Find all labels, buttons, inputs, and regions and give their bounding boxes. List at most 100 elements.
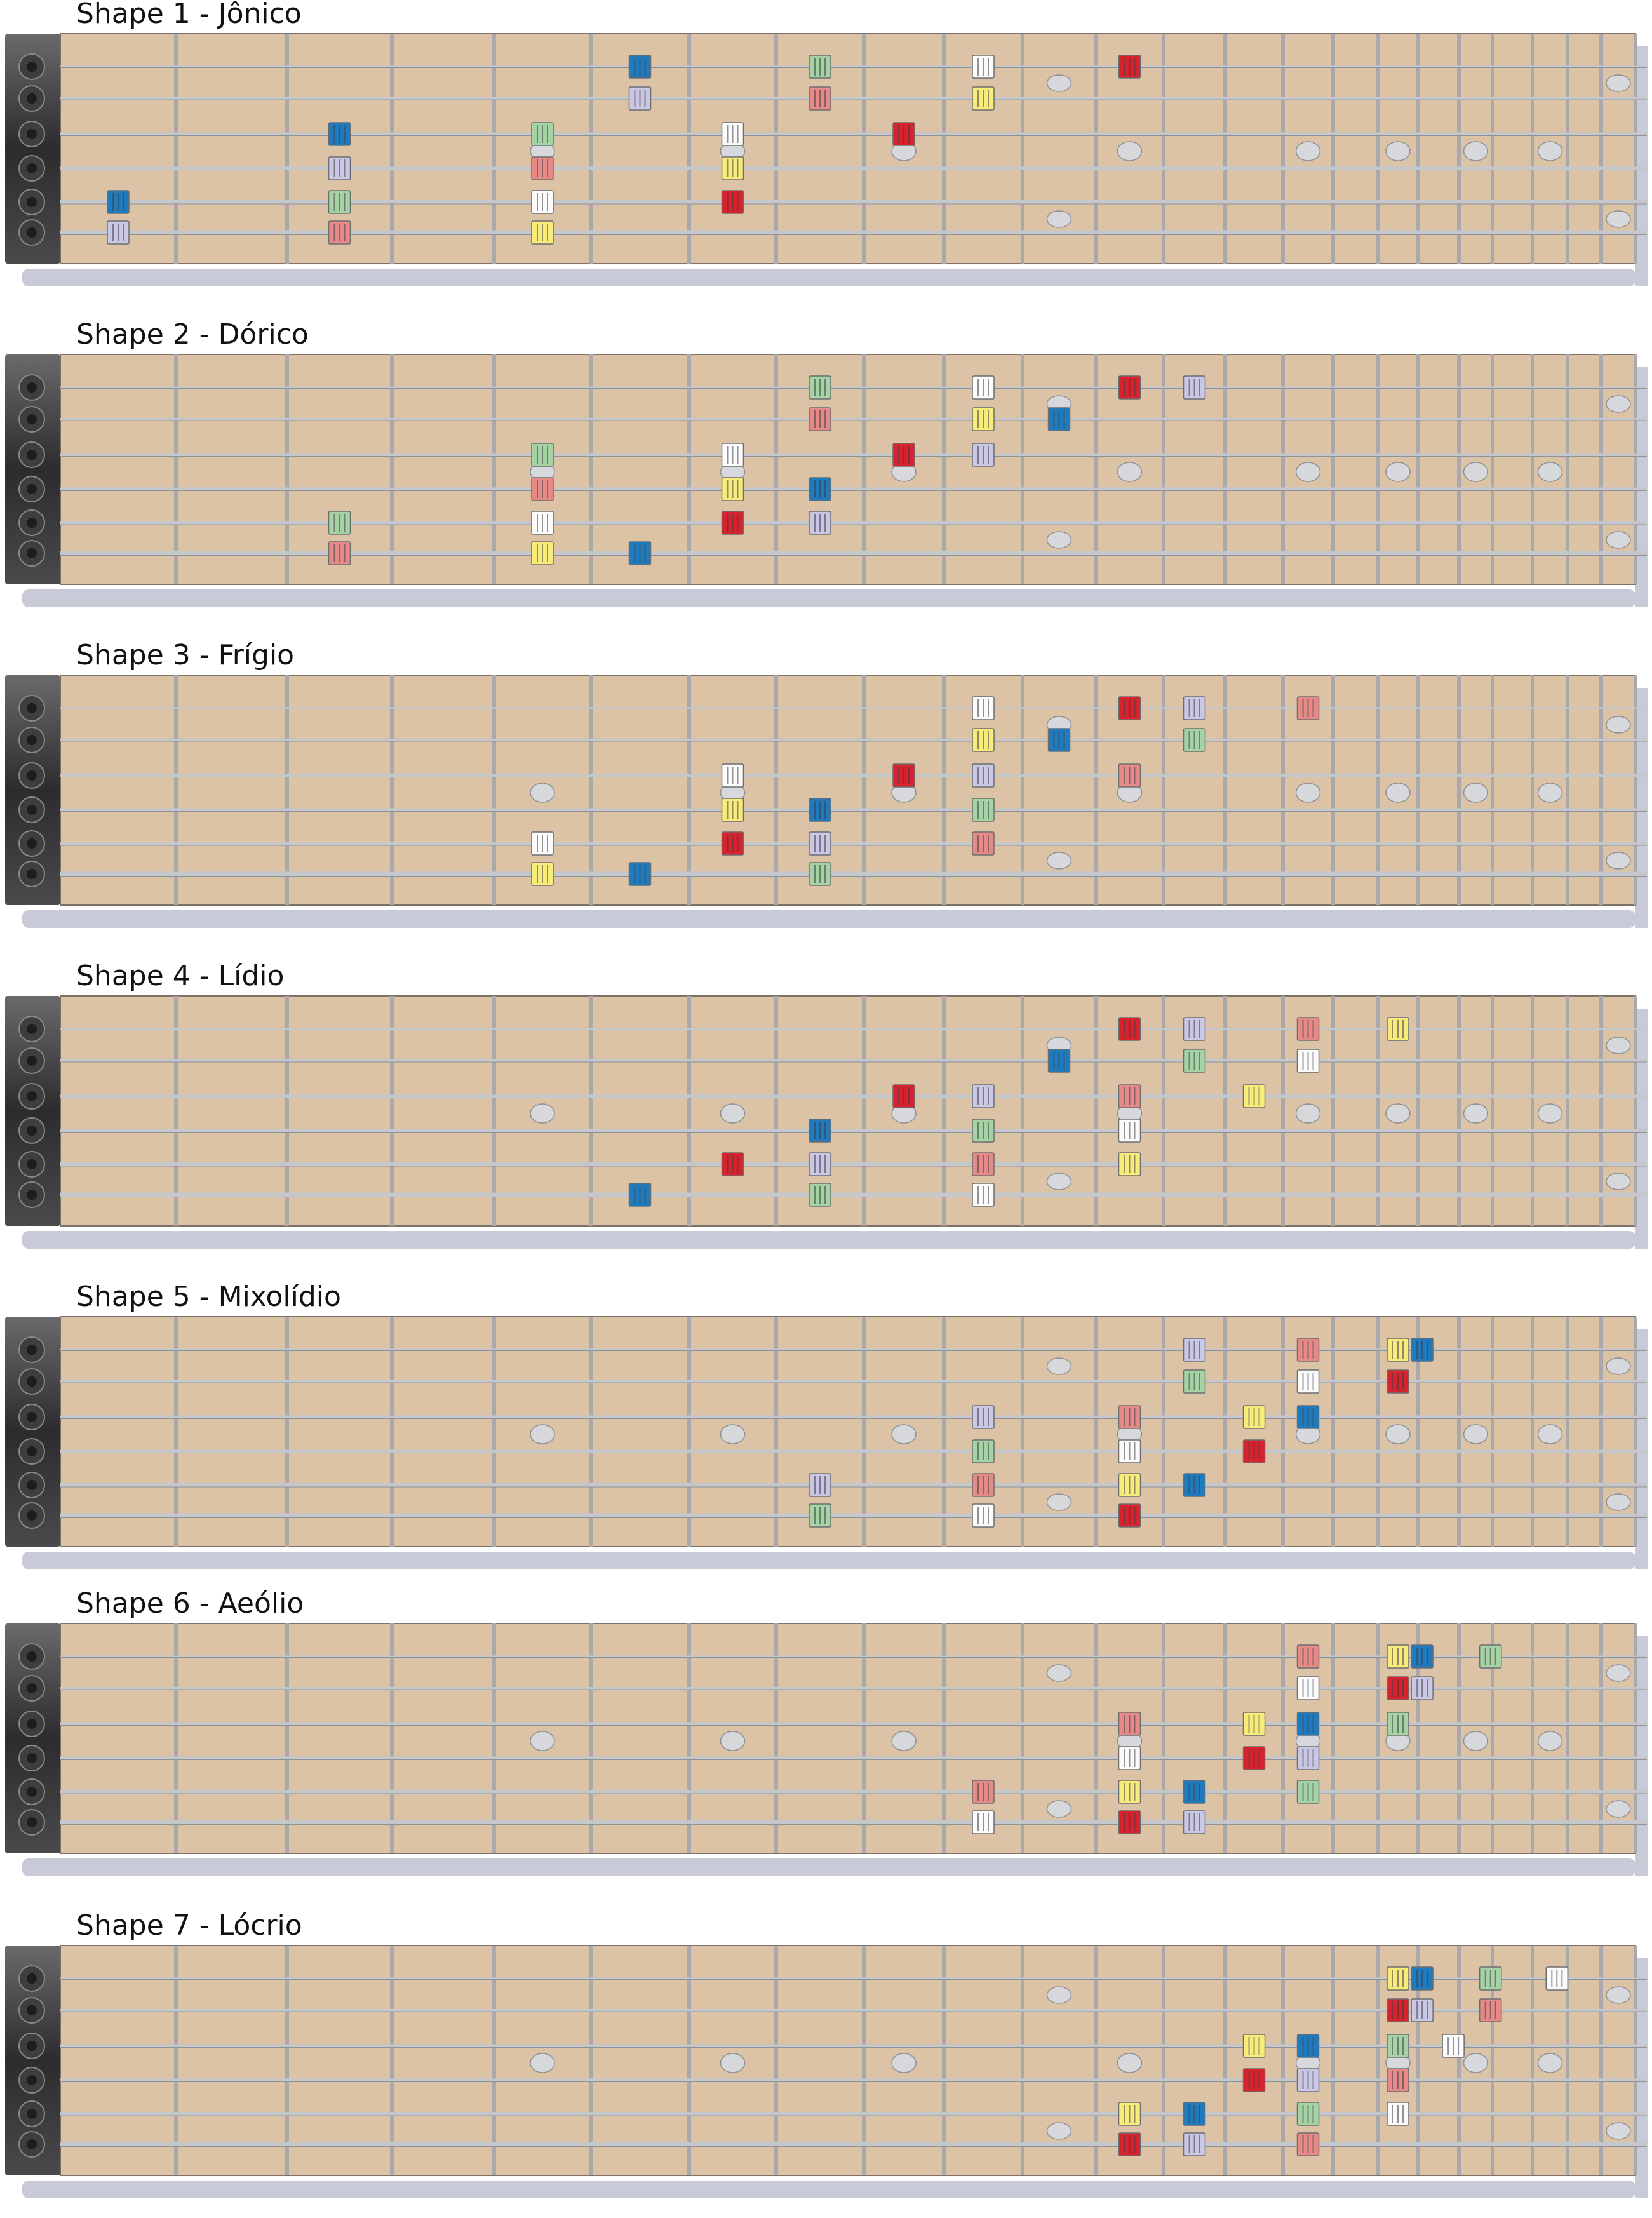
fret-wire	[862, 996, 866, 1226]
fret-wire	[1457, 1946, 1461, 2175]
fret-wire	[942, 1623, 946, 1853]
scale-note	[1387, 2068, 1409, 2092]
guitar-string	[60, 1192, 1647, 1197]
scale-note	[1183, 1473, 1206, 1497]
fret-wire	[1491, 996, 1494, 1226]
fret-wire	[1531, 1623, 1534, 1853]
guitar-string	[60, 1028, 1647, 1030]
scale-note	[1118, 1119, 1141, 1143]
scale-note	[972, 1405, 995, 1429]
guitar-string	[60, 2078, 1647, 2082]
fretboard	[60, 1623, 1636, 1854]
inlay-dot	[1537, 1424, 1563, 1444]
guitar-string	[60, 1790, 1647, 1794]
tuning-peg-hole	[27, 703, 37, 713]
headstock	[5, 996, 60, 1226]
guitar-string	[60, 1756, 1647, 1760]
fret-wire	[942, 354, 946, 584]
inlay-dot	[720, 2053, 746, 2073]
fret-wire	[390, 1623, 394, 1853]
board-shadow-right	[1635, 688, 1648, 928]
scale-note	[1387, 1644, 1409, 1669]
guitar-string	[60, 1059, 1647, 1062]
guitar-string	[60, 2112, 1647, 2116]
tuning-peg-hole	[27, 1787, 37, 1797]
fret-wire	[1599, 1623, 1603, 1853]
scale-note	[1296, 1746, 1320, 1770]
fret-wire	[174, 675, 178, 905]
scale-note	[1118, 1503, 1141, 1528]
scale-note	[1183, 696, 1206, 720]
scale-note	[809, 375, 831, 400]
fret-wire	[1094, 996, 1098, 1226]
fretboard	[60, 33, 1636, 264]
guitar-string	[60, 487, 1647, 491]
scale-note	[972, 1183, 995, 1207]
fret-wire	[1021, 354, 1024, 584]
inlay-dot	[1295, 462, 1321, 482]
fret-wire	[390, 354, 394, 584]
fret-wire	[1491, 1946, 1494, 2175]
guitar-string	[60, 1483, 1647, 1487]
scale-note	[1118, 1439, 1141, 1463]
scale-note	[328, 156, 351, 180]
scale-note	[1387, 1017, 1409, 1041]
guitar-string	[60, 200, 1647, 204]
fret-wire	[589, 1946, 593, 2175]
fret-wire	[1331, 675, 1335, 905]
scale-note	[1296, 1049, 1320, 1073]
scale-note	[1296, 1644, 1320, 1669]
fretboard-svg	[5, 354, 1648, 607]
scale-note	[972, 443, 995, 467]
guitar-string	[60, 1415, 1647, 1419]
scale-note	[1387, 1998, 1409, 2022]
fret-wire	[1634, 1623, 1637, 1853]
inlay-dot	[1463, 462, 1489, 482]
fret-wire	[1416, 675, 1420, 905]
fret-wire	[1331, 354, 1335, 584]
board-shadow	[22, 1858, 1635, 1876]
guitar-string	[60, 65, 1647, 68]
fret-wire	[1416, 34, 1420, 264]
tuning-peg-hole	[27, 1480, 37, 1490]
fret-wire	[1094, 34, 1098, 264]
scale-note	[809, 1119, 831, 1143]
headstock	[5, 1623, 60, 1853]
fret-wire	[174, 1317, 178, 1547]
scale-note	[1183, 1017, 1206, 1041]
scale-note	[531, 122, 554, 146]
fretboard	[60, 995, 1636, 1227]
inlay-dot	[1463, 1731, 1489, 1751]
fret-wire	[285, 675, 289, 905]
fret-wire	[942, 675, 946, 905]
scale-note	[1411, 1644, 1434, 1669]
fret-wire	[1491, 675, 1494, 905]
fret-wire	[774, 1946, 778, 2175]
guitar-string	[60, 1687, 1647, 1690]
guitar-string	[60, 1449, 1647, 1453]
scale-note	[809, 86, 831, 111]
fret-wire	[774, 354, 778, 584]
guitar-string	[60, 418, 1647, 420]
fret-wire	[1531, 1946, 1534, 2175]
tuning-peg-hole	[27, 1376, 37, 1387]
fret-wire	[1162, 1946, 1165, 2175]
scale-note	[809, 407, 831, 431]
scale-note	[328, 511, 351, 535]
tuning-peg-hole	[27, 1190, 37, 1200]
fret-wire	[774, 1317, 778, 1547]
fret-wire	[492, 996, 496, 1226]
inlay-dot	[1606, 395, 1631, 413]
scale-note	[972, 1780, 995, 1804]
scale-note	[1387, 1338, 1409, 1362]
fret-wire	[1566, 354, 1569, 584]
guitar-string	[60, 1977, 1647, 1980]
headstock	[5, 1317, 60, 1547]
guitar-string	[60, 97, 1647, 100]
scale-note	[328, 541, 351, 565]
fret-wire	[1094, 1946, 1098, 2175]
scale-note	[1118, 1780, 1141, 1804]
scale-note	[972, 831, 995, 856]
fret-wire	[1531, 354, 1534, 584]
inlay-dot	[891, 2053, 917, 2073]
